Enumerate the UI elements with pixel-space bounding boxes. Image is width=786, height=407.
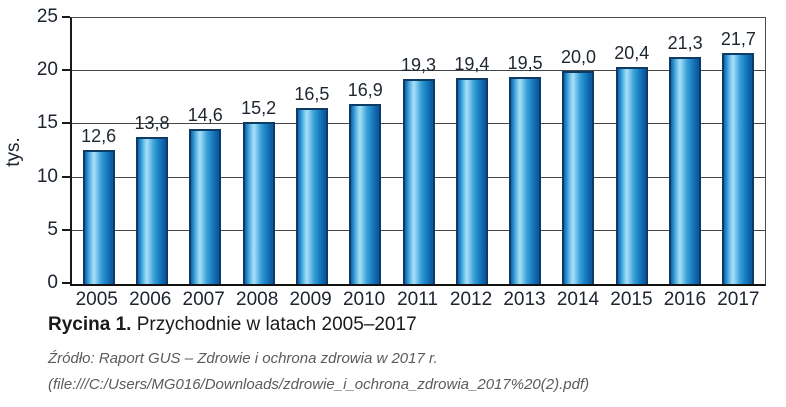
bar-value-label: 19,3 (401, 54, 437, 75)
bar-column-2008: 15,2 (232, 18, 285, 284)
x-tick-label-2016: 2016 (663, 289, 707, 310)
x-tick-label-2012: 2012 (449, 289, 493, 310)
bar-value-label: 16,5 (294, 84, 330, 105)
bar-2014 (562, 71, 595, 284)
x-tick-label-2015: 2015 (610, 289, 653, 310)
bar-value-label: 12,6 (81, 125, 117, 146)
bar-2008 (242, 122, 275, 284)
bar-column-2006: 13,8 (125, 18, 178, 284)
bar-2011 (402, 78, 435, 284)
x-tick-label-2005: 2005 (75, 289, 118, 310)
y-tick-mark (62, 69, 70, 72)
bar-2012 (455, 77, 488, 284)
x-tick-label-2010: 2010 (342, 289, 386, 310)
bar-2007 (189, 128, 222, 284)
x-tick-label-2009: 2009 (289, 289, 332, 310)
y-tick-mark (62, 122, 70, 125)
y-tick-mark (62, 282, 70, 284)
y-tick-label: 10 (36, 165, 58, 187)
bar-2010 (349, 104, 382, 284)
bar-series: 12,6 13,8 14,6 15,2 16,5 16,9 19,3 19,4 19,5 20,0… (72, 18, 765, 284)
x-tick-label-2011: 2011 (397, 289, 438, 310)
bar-2009 (295, 108, 328, 284)
x-tick-label-2013: 2013 (503, 289, 546, 310)
y-tick-mark (62, 175, 70, 178)
bar-2016 (669, 57, 702, 284)
y-tick-label: 25 (36, 6, 58, 27)
x-tick-label-2007: 2007 (182, 289, 225, 310)
bar-column-2014: 20,0 (552, 18, 605, 284)
bar-column-2010: 16,9 (339, 18, 392, 284)
gridline-20 (72, 70, 765, 72)
source-note: Źródło: Raport GUS – Zdrowie i ochrona z… (48, 346, 589, 398)
y-tick-label: 20 (36, 59, 58, 81)
bar-value-label: 15,2 (241, 98, 277, 119)
x-tick-label-2014: 2014 (556, 289, 600, 310)
figure-caption: Rycina 1. Przychodnie w latach 2005–2017 (48, 314, 417, 336)
source-line-2: (file:///C:/Users/MG016/Downloads/zdrowi… (48, 376, 590, 393)
bar-value-label: 14,6 (187, 104, 223, 125)
bar-2017 (722, 53, 755, 284)
bar-value-label: 13,8 (134, 113, 170, 134)
x-tick-label-2008: 2008 (236, 289, 279, 310)
y-tick-label: 15 (36, 112, 58, 134)
y-tick-mark (62, 228, 70, 231)
bar-value-label: 16,9 (347, 80, 383, 101)
bar-value-label: 19,5 (507, 52, 543, 73)
bar-column-2007: 14,6 (179, 18, 232, 284)
caption-text: Przychodnie w latach 2005–2017 (131, 314, 417, 335)
source-line-1: Źródło: Raport GUS – Zdrowie i ochrona z… (48, 350, 438, 367)
bar-column-2013: 19,5 (499, 18, 552, 284)
bar-value-label: 20,4 (614, 42, 650, 63)
bar-value-label: 21,3 (667, 33, 703, 54)
bar-column-2017: 21,7 (712, 18, 765, 284)
bar-column-2011: 19,3 (392, 18, 445, 284)
bar-column-2005: 12,6 (72, 18, 125, 284)
bar-column-2012: 19,4 (445, 18, 498, 284)
bar-2013 (509, 76, 542, 284)
bar-2005 (82, 149, 115, 284)
y-tick-label: 0 (47, 272, 58, 293)
bar-column-2015: 20,4 (605, 18, 658, 284)
bar-column-2016: 21,3 (658, 18, 711, 284)
x-axis-labels: 2005 2006 2007 2008 2009 2010 2011 2012 2013 2014… (70, 289, 765, 311)
x-tick-label-2006: 2006 (129, 289, 172, 310)
bar-2006 (135, 137, 168, 284)
x-tick-label-2017: 2017 (717, 289, 760, 310)
y-tick-mark (62, 16, 70, 18)
y-tick-label: 5 (47, 218, 58, 240)
bar-2015 (615, 66, 648, 284)
bar-value-label: 19,4 (454, 53, 490, 74)
plot-area: 12,6 13,8 14,6 15,2 16,5 16,9 19,3 19,4 19,5 20,0… (70, 17, 766, 286)
caption-number: Rycina 1. (48, 314, 132, 335)
bar-value-label: 21,7 (720, 29, 756, 50)
bar-column-2009: 16,5 (285, 18, 338, 284)
bar-value-label: 20,0 (560, 47, 596, 68)
